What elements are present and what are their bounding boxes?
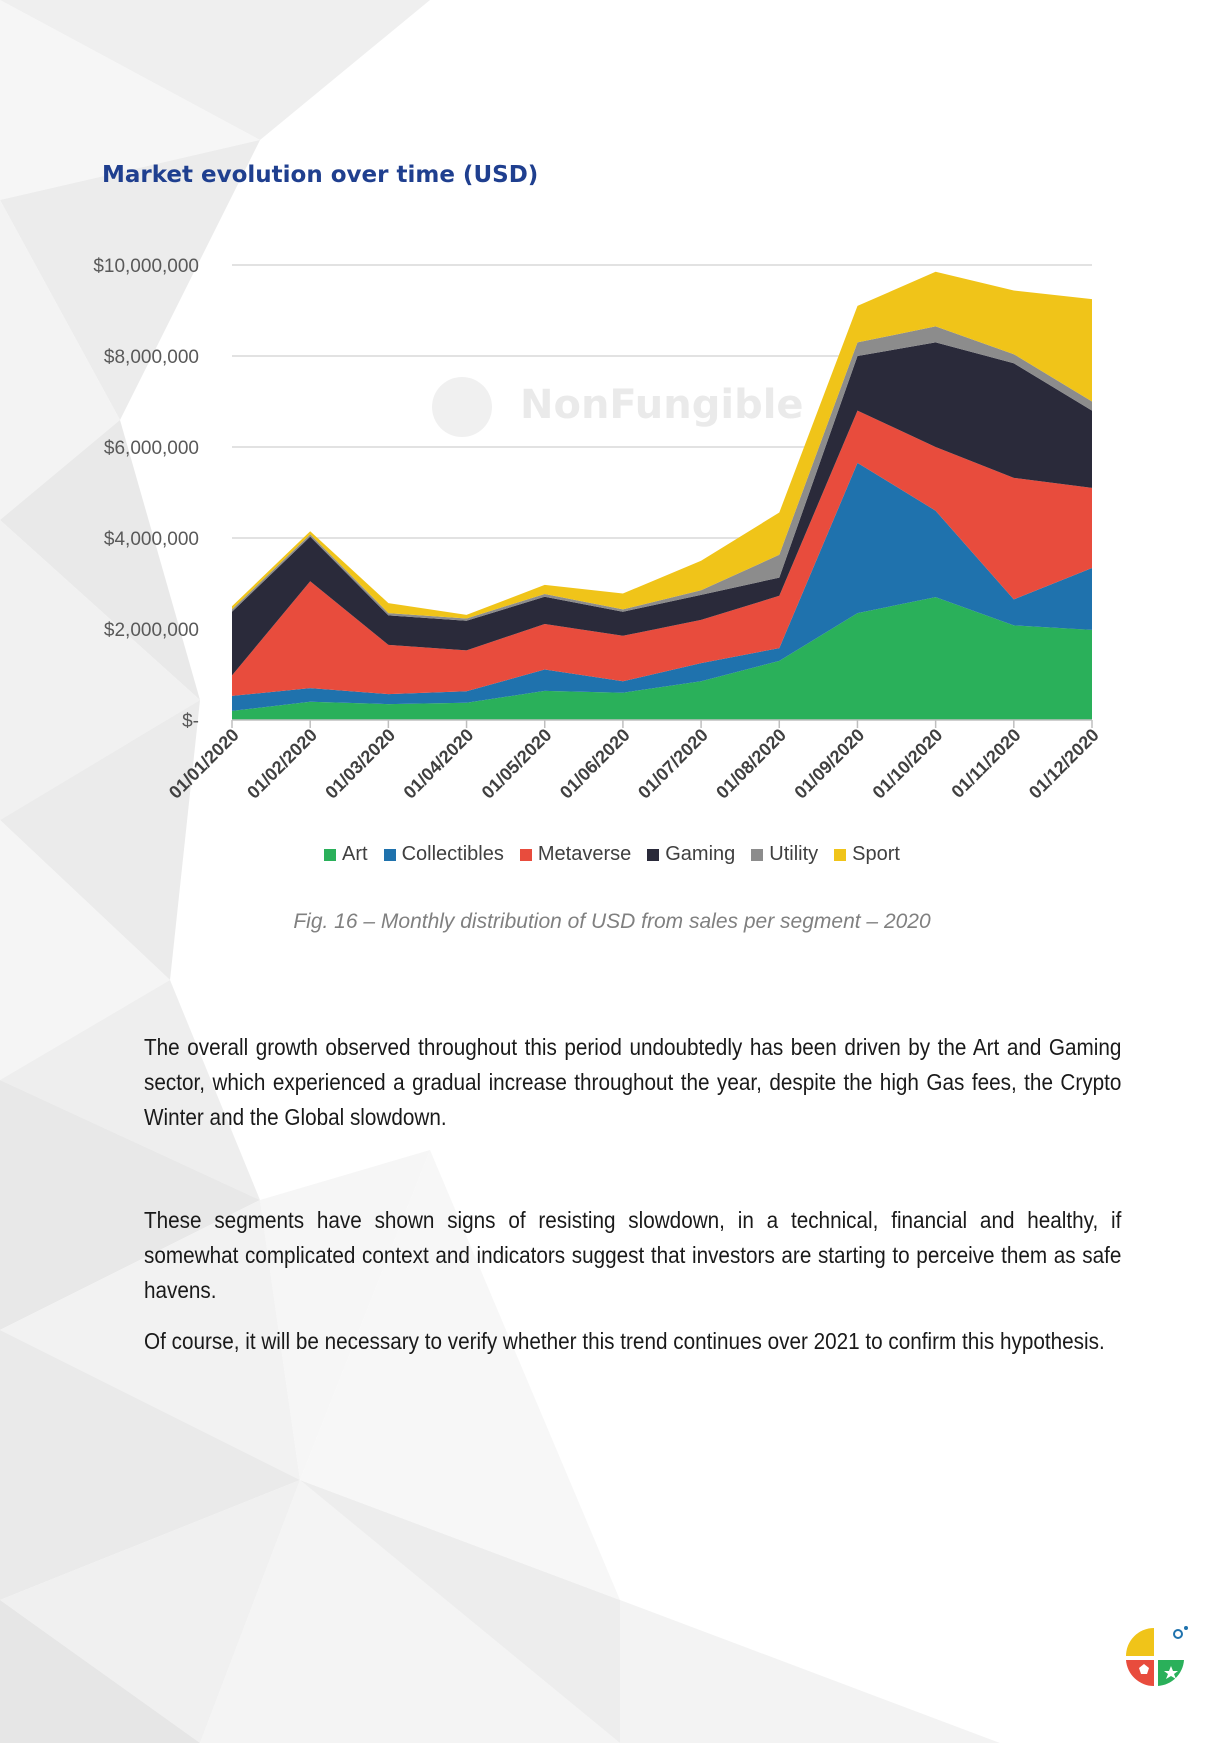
watermark-text: NonFungible <box>520 382 804 428</box>
legend-swatch <box>751 848 764 861</box>
legend-item-art: Art <box>324 843 368 866</box>
y-tick-label: $2,000,000 <box>104 620 199 641</box>
area-series-gaming <box>232 342 1092 676</box>
y-tick-label: $10,000,000 <box>93 256 199 277</box>
legend-label: Art <box>342 843 368 865</box>
watermark: NonFungible <box>432 377 804 437</box>
legend-swatch <box>834 848 847 861</box>
y-tick-label: $6,000,000 <box>104 438 199 459</box>
x-tick-label: 01/08/2020 <box>712 725 790 803</box>
legend-item-utility: Utility <box>751 843 818 866</box>
paragraph-text: These segments have shown signs of resis… <box>144 1207 1122 1303</box>
x-tick-label: 01/07/2020 <box>634 725 712 803</box>
legend-item-collectibles: Collectibles <box>383 843 504 866</box>
legend-label: Collectibles <box>401 843 504 865</box>
legend-swatch <box>647 848 660 861</box>
x-tick-label: 01/04/2020 <box>400 725 478 803</box>
area-series-art <box>232 597 1092 720</box>
legend-swatch <box>324 848 337 861</box>
y-tick-label: $4,000,000 <box>104 529 199 550</box>
area-series-sport <box>232 271 1092 619</box>
figure-caption: Fig. 16 – Monthly distribution of USD fr… <box>293 910 931 933</box>
area-series-collectibles <box>232 462 1092 711</box>
nonfungible-logo-icon <box>1126 1626 1188 1687</box>
x-tick-label: 01/03/2020 <box>321 725 399 803</box>
x-tick-label: 01/05/2020 <box>478 725 556 803</box>
chart-legend: Art Collectibles Metaverse Gaming Utility Spo… <box>0 843 1224 866</box>
paragraph-text: Of course, it will be necessary to verif… <box>144 1328 1105 1354</box>
x-tick-label: 01/12/2020 <box>1025 725 1103 803</box>
x-tick-label: 01/09/2020 <box>790 725 868 803</box>
legend-label: Sport <box>852 843 900 865</box>
area-series-metaverse <box>232 410 1092 696</box>
watermark-logo-icon <box>432 377 492 437</box>
paragraph-3: Of course, it will be necessary to verif… <box>144 1324 1121 1359</box>
y-tick-label: $8,000,000 <box>104 347 199 368</box>
area-series-utility <box>232 326 1092 621</box>
paragraph-2: These segments have shown signs of resis… <box>144 1203 1121 1308</box>
y-tick-label: $- <box>182 711 199 732</box>
legend-label: Metaverse <box>537 843 632 865</box>
legend-swatch <box>383 848 396 861</box>
page-title: Market evolution over time (USD) <box>102 162 539 188</box>
legend-label: Utility <box>769 843 819 865</box>
x-tick-label: 01/11/2020 <box>947 725 1024 802</box>
x-tick-label: 01/06/2020 <box>556 725 634 803</box>
legend-item-sport: Sport <box>834 843 900 866</box>
legend-label: Gaming <box>665 843 736 865</box>
legend-swatch <box>519 848 532 861</box>
legend-item-metaverse: Metaverse <box>519 843 632 866</box>
x-tick-label: 01/01/2020 <box>165 725 243 803</box>
paragraph-1: The overall growth observed throughout t… <box>144 1030 1121 1135</box>
x-tick-label: 01/10/2020 <box>869 725 947 803</box>
x-tick-label: 01/02/2020 <box>243 725 321 803</box>
legend-item-gaming: Gaming <box>647 843 735 866</box>
paragraph-text: The overall growth observed throughout t… <box>144 1034 1122 1130</box>
